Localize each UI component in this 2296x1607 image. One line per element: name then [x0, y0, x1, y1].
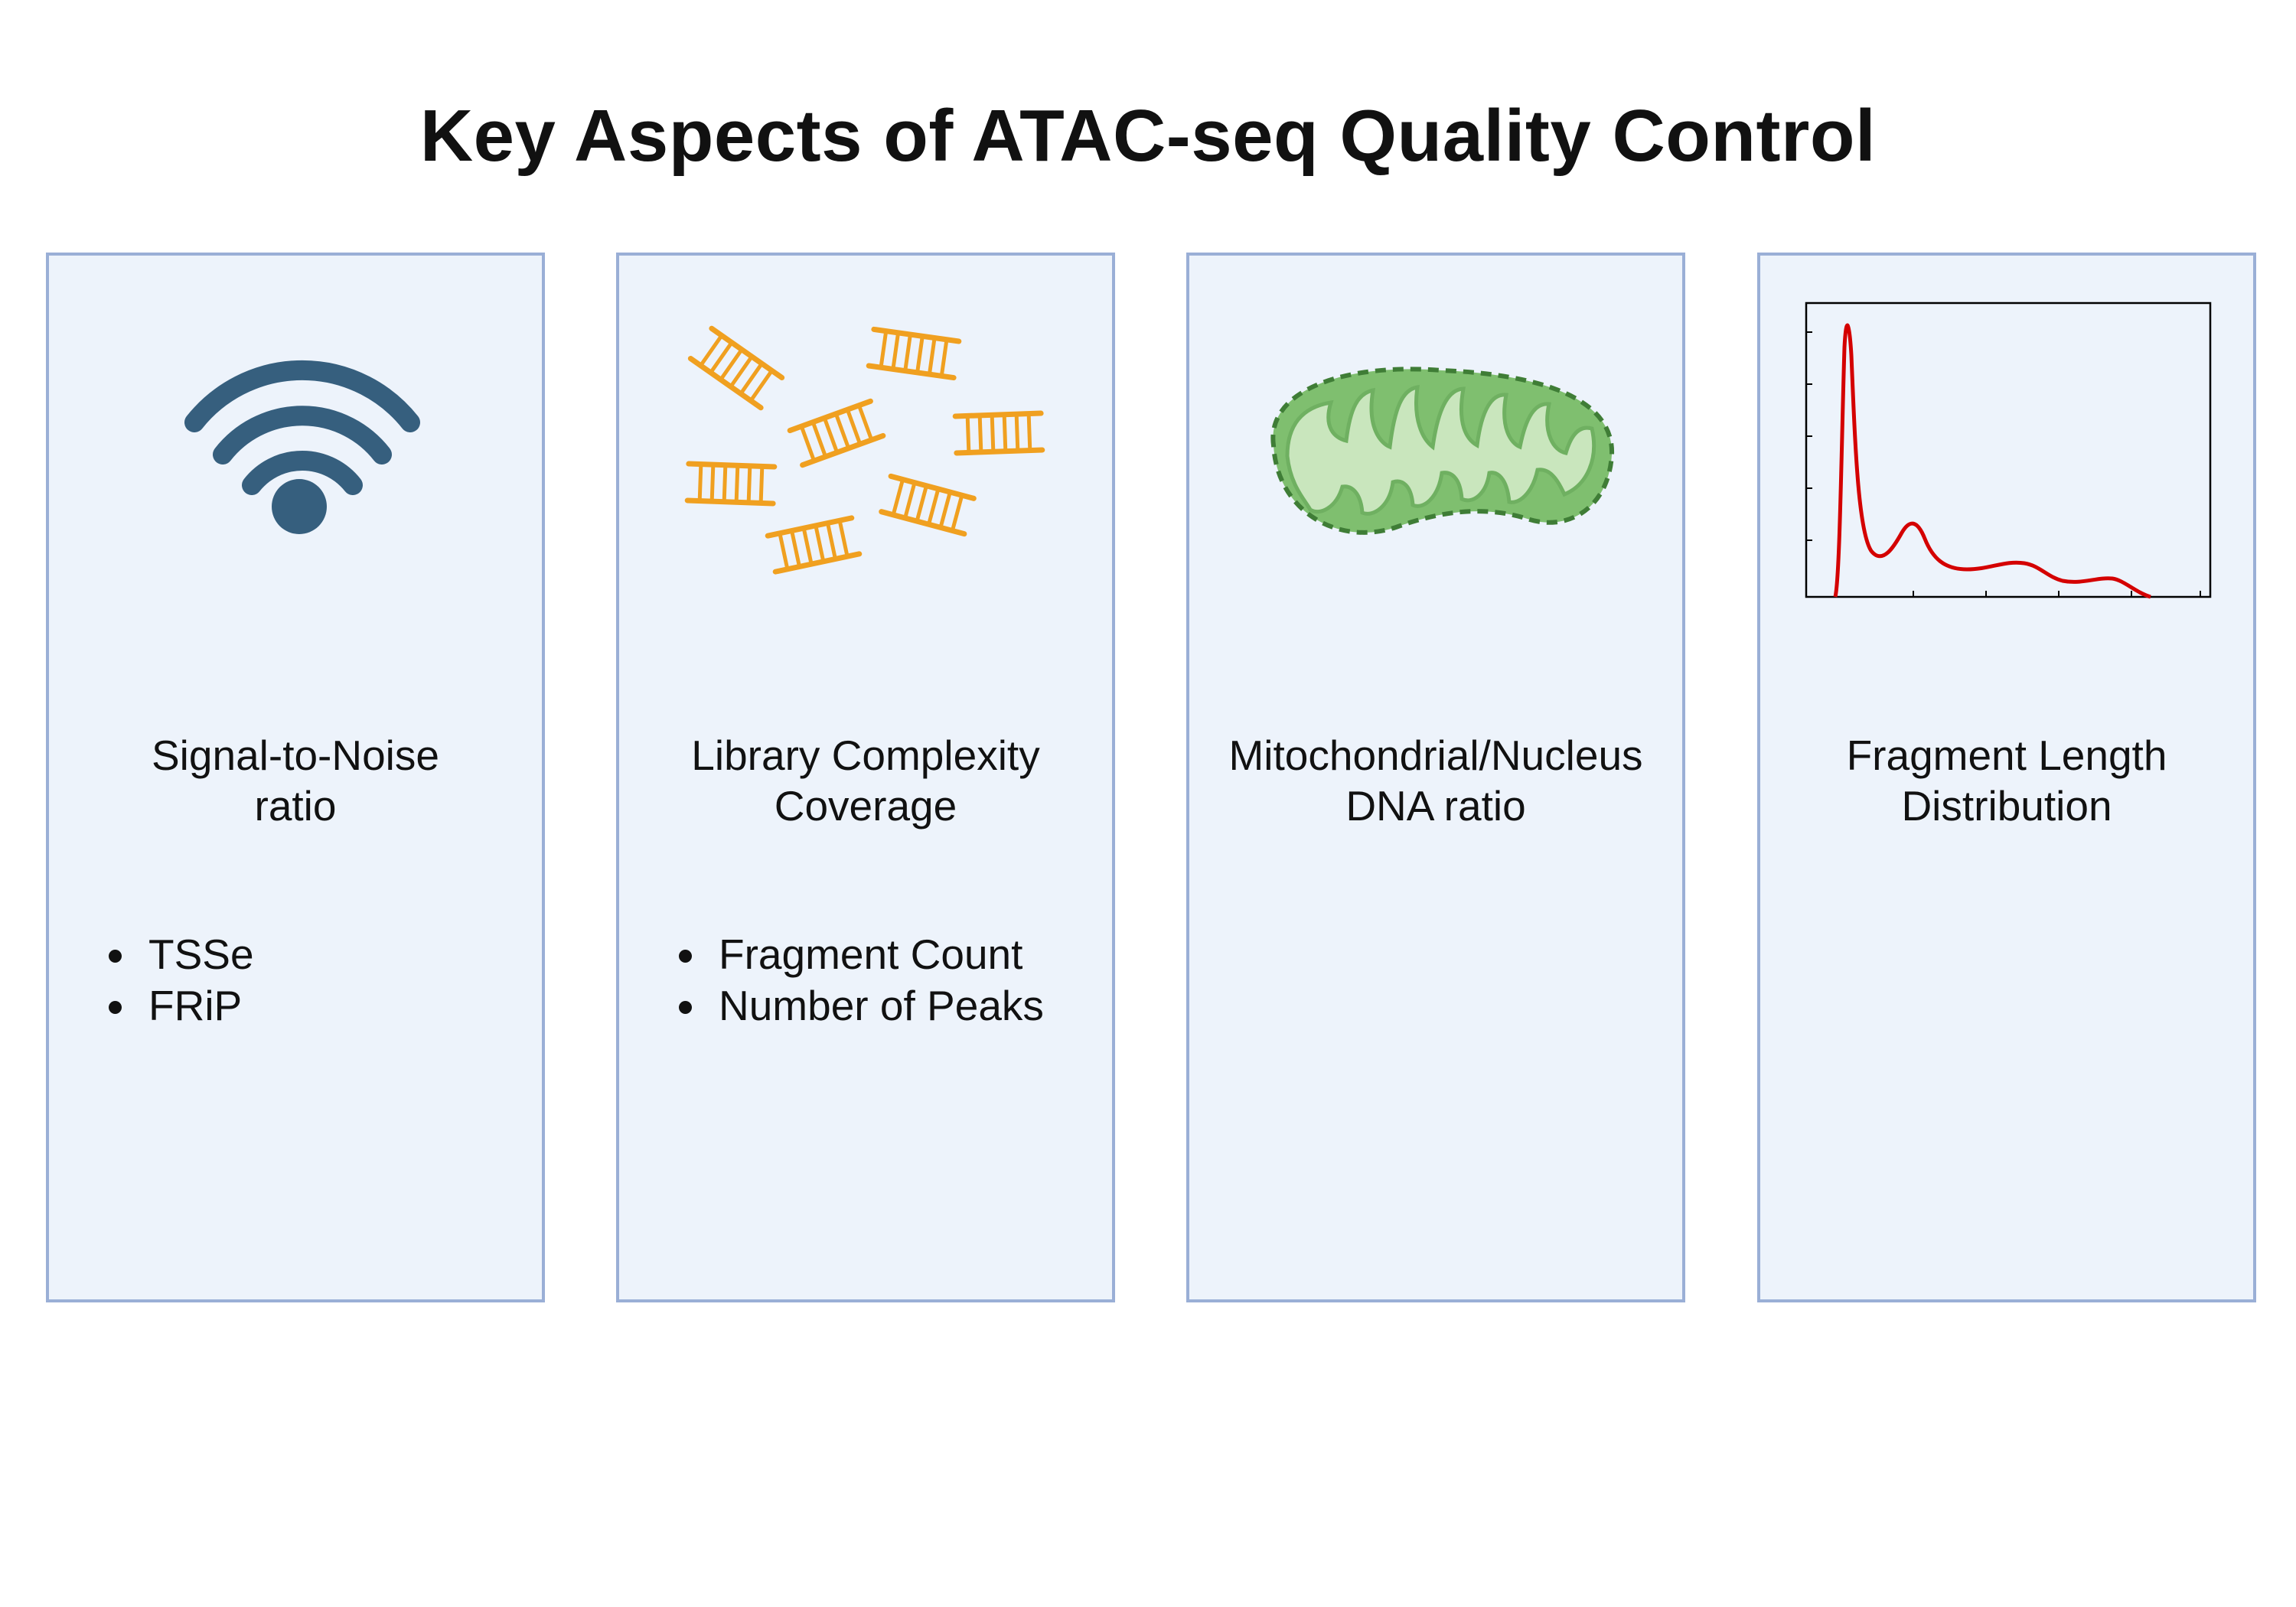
panel-signal-to-noise: Signal-to-Noise ratio TSSe FRiP: [46, 253, 545, 1302]
bullet-list: Fragment Count Number of Peaks: [619, 929, 1044, 1032]
panel-mitochondrial-ratio: Mitochondrial/Nucleus DNA ratio: [1186, 253, 1685, 1302]
plot-ticks: [1806, 331, 2201, 597]
plot-frame: [1805, 302, 2212, 598]
bullet-item: Fragment Count: [709, 929, 1044, 980]
fragment-length-curve: [1833, 323, 2151, 599]
dna-fragment: [690, 328, 781, 408]
bullet-item: Number of Peaks: [709, 980, 1044, 1032]
bullet-list: TSSe FRiP: [49, 929, 254, 1032]
wifi-arc-outer: [184, 360, 420, 432]
dna-fragment: [955, 413, 1042, 453]
panel-library-complexity: Library Complexity Coverage Fragment Cou…: [616, 253, 1115, 1302]
fragment-length-plot-icon: [1805, 302, 2212, 599]
panel-heading: Mitochondrial/Nucleus DNA ratio: [1228, 732, 1643, 830]
dna-fragment: [687, 464, 775, 504]
dna-fragment: [768, 518, 859, 572]
dna-fragment: [790, 401, 883, 464]
dna-fragments-icon: [619, 256, 1112, 684]
mitochondrion-icon: [1270, 367, 1615, 535]
wifi-arc-middle: [213, 406, 392, 464]
panel-heading: Signal-to-Noise ratio: [151, 732, 439, 830]
bullet-item: FRiP: [139, 980, 254, 1032]
dna-fragment: [882, 476, 974, 533]
page-title: Key Aspects of ATAC-seq Quality Control: [419, 95, 1877, 177]
wifi-signal-icon: [184, 360, 420, 534]
wifi-arc-inner: [242, 450, 363, 495]
mitochondrion-inner-membrane: [1285, 385, 1596, 516]
panel-heading: Fragment Length Distribution: [1846, 732, 2167, 830]
bullet-item: TSSe: [139, 929, 254, 980]
panel-heading: Library Complexity Coverage: [691, 732, 1040, 830]
wifi-dot: [272, 479, 327, 534]
panel-fragment-length: Fragment Length Distribution: [1757, 253, 2256, 1302]
dna-fragment: [869, 329, 959, 377]
